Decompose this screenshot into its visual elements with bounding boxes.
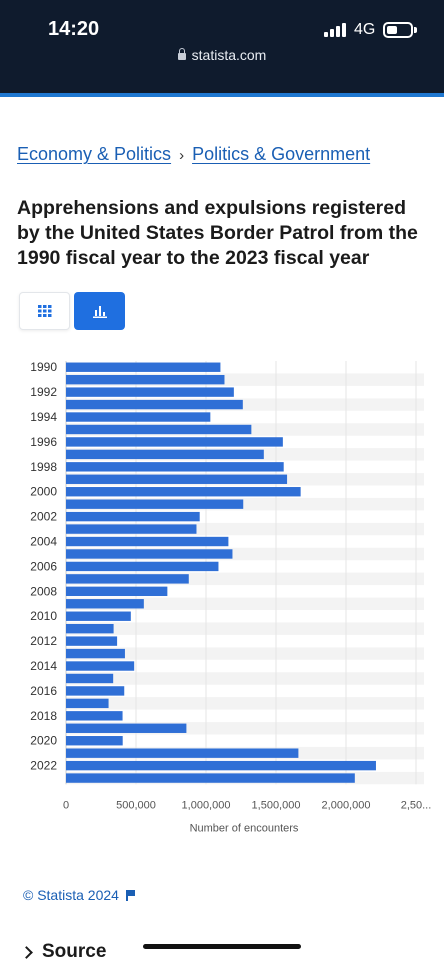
bar-2020[interactable] (66, 736, 123, 746)
x-tick-label: 500,000 (116, 799, 156, 811)
bar-2004[interactable] (66, 536, 229, 547)
source-toggle[interactable]: Source (20, 941, 107, 960)
bar-2017[interactable] (66, 698, 109, 709)
bar-2011[interactable] (66, 623, 114, 634)
bar-2016[interactable] (66, 686, 125, 696)
source-label: Source (42, 941, 107, 960)
y-tick-label: 2016 (30, 684, 57, 698)
y-tick-label: 2004 (30, 535, 57, 549)
bar-2002[interactable] (66, 511, 200, 522)
y-tick-label: 1998 (30, 460, 57, 474)
row-band (66, 597, 424, 610)
chevron-right-icon (20, 945, 33, 959)
bar-2013[interactable] (66, 648, 125, 659)
y-tick-label: 2002 (30, 510, 57, 524)
breadcrumb-economy-politics[interactable]: Economy & Politics (17, 144, 172, 164)
statista-copyright[interactable]: © Statista 2024 (23, 887, 136, 903)
header-accent-line (0, 93, 444, 97)
bar-2010[interactable] (66, 611, 131, 621)
bar-2007[interactable] (66, 574, 189, 584)
x-tick-label: 0 (63, 799, 69, 811)
bar-2022[interactable] (66, 760, 376, 771)
bar-1995[interactable] (66, 424, 252, 435)
bar-2021[interactable] (66, 748, 299, 758)
table-view-button[interactable] (19, 292, 70, 330)
bar-2009[interactable] (66, 599, 144, 609)
flag-icon (125, 890, 136, 901)
bar-1994[interactable] (66, 412, 211, 422)
y-tick-label: 1994 (30, 410, 57, 424)
y-tick-label: 2018 (30, 709, 57, 723)
table-grid-icon (37, 305, 51, 317)
y-tick-label: 2000 (30, 485, 57, 499)
y-tick-label: 2022 (30, 759, 57, 773)
bar-1996[interactable] (66, 437, 283, 447)
x-tick-label: 1,500,000 (252, 799, 301, 811)
breadcrumb: Economy & Politics › Politics & Government (17, 144, 370, 165)
bar-2008[interactable] (66, 586, 168, 597)
row-band (66, 672, 424, 685)
y-tick-label: 2006 (30, 559, 57, 573)
bar-2019[interactable] (66, 723, 187, 733)
network-type: 4G (354, 21, 376, 38)
bar-2001[interactable] (66, 499, 244, 509)
chart-view-button[interactable] (74, 292, 125, 330)
bar-2003[interactable] (66, 524, 197, 534)
x-tick-label: 1,000,000 (182, 799, 231, 811)
x-axis-title: Number of encounters (190, 822, 299, 834)
bar-1998[interactable] (66, 462, 284, 472)
breadcrumb-politics-government[interactable]: Politics & Government (192, 144, 371, 164)
y-tick-label: 1992 (30, 385, 57, 399)
y-tick-label: 2020 (30, 734, 57, 748)
row-band (66, 697, 424, 710)
x-tick-label: 2,50... (401, 799, 432, 811)
bar-2023[interactable] (66, 773, 355, 783)
bar-2000[interactable] (66, 487, 301, 497)
y-tick-label: 1990 (30, 360, 57, 374)
status-and-address-bar: 14:20 4G statista.com (0, 0, 444, 93)
y-tick-label: 1996 (30, 435, 57, 449)
bar-2014[interactable] (66, 661, 135, 671)
bar-1991[interactable] (66, 374, 225, 385)
lock-icon (177, 48, 186, 60)
bar-chart: 1990 1992 1994 1996 1998 2000 2002 2004 2006 2008… (30, 360, 432, 834)
bar-2018[interactable] (66, 711, 123, 721)
x-tick-label: 2,000,000 (322, 799, 371, 811)
bar-1990[interactable] (66, 362, 221, 372)
page-title: Apprehensions and expulsions registered … (17, 197, 418, 269)
y-tick-label: 2008 (30, 584, 57, 598)
status-time: 14:20 (48, 18, 100, 40)
bar-1997[interactable] (66, 449, 264, 460)
address-bar[interactable]: statista.com (0, 47, 444, 63)
url-text: statista.com (191, 47, 267, 63)
bar-2005[interactable] (66, 549, 233, 559)
row-band (66, 622, 424, 635)
y-tick-label: 2012 (30, 634, 57, 648)
bar-1993[interactable] (66, 399, 243, 410)
y-tick-label: 2010 (30, 609, 57, 623)
copyright-text: © Statista 2024 (23, 887, 119, 903)
home-indicator (143, 944, 301, 949)
breadcrumb-separator: › (179, 147, 185, 164)
row-band (66, 647, 424, 660)
bar-2006[interactable] (66, 561, 219, 572)
battery-icon (383, 22, 417, 38)
bar-2015[interactable] (66, 673, 114, 684)
y-tick-label: 2014 (30, 659, 57, 673)
bar-1999[interactable] (66, 474, 288, 484)
bar-1992[interactable] (66, 387, 234, 397)
signal-strength-icon (324, 23, 346, 37)
bar-chart-icon (92, 306, 107, 318)
bar-2012[interactable] (66, 636, 118, 646)
